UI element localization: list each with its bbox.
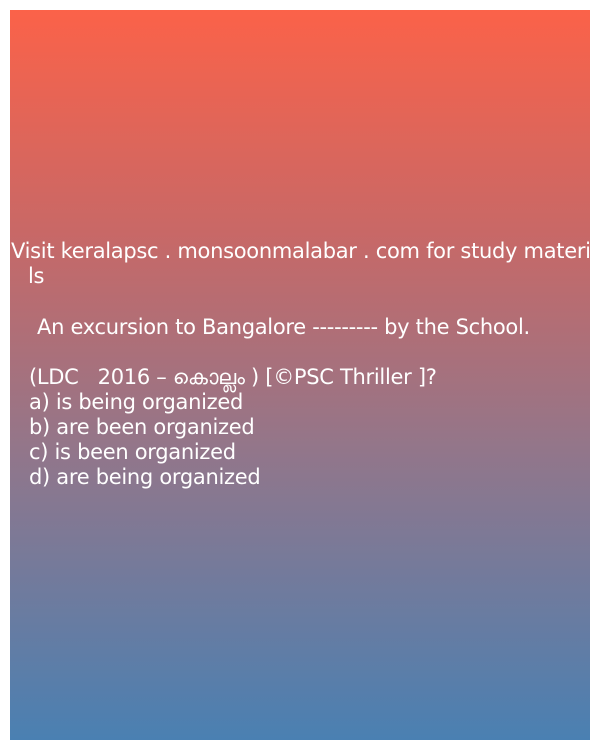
- question-card: Visit keralapsc . monsoonmalabar . com f…: [10, 10, 600, 740]
- option-c: c) is been organized: [29, 440, 236, 464]
- option-a: a) is being organized: [29, 390, 244, 414]
- option-d: d) are being organized: [29, 465, 261, 489]
- question-text: An excursion to Bangalore --------- by t…: [37, 315, 530, 339]
- option-b: b) are been organized: [29, 415, 255, 439]
- promo-text-line-1: Visit keralapsc . monsoonmalabar . com f…: [11, 239, 600, 263]
- question-source: (LDC 2016 – കൊല്ലം ) [©PSC Thriller ]?: [29, 365, 437, 389]
- promo-text-line-2: ls: [28, 264, 45, 288]
